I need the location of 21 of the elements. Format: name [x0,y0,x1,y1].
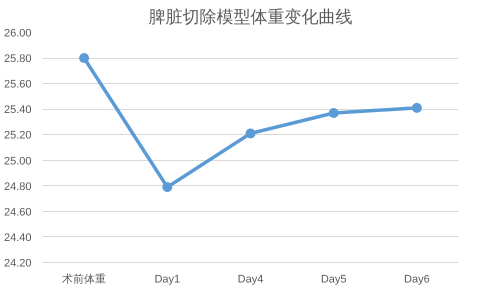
point [246,128,256,138]
point [162,182,172,192]
point [328,108,339,118]
y-tick-label: 24.20 [4,258,32,270]
x-tick-label: Day1 [154,274,180,286]
y-tick-label: 26.00 [4,28,32,40]
y-tick-label: 24.80 [4,180,32,193]
point [412,102,422,113]
x-tick-label: Day6 [404,274,430,286]
y-tick-label: 25.00 [4,155,32,168]
x-tick-label: Day5 [320,274,347,286]
y-tick-label: 25.80 [4,53,32,66]
y-tick-label: 24.40 [4,232,32,244]
y-tick-label: 25.60 [4,78,32,91]
x-tick-label: Day4 [238,274,264,286]
point [79,53,90,64]
y-tick-label: 25.20 [4,130,32,142]
y-tick-label: 25.40 [4,104,32,116]
x-tick-label: 术前体重 [62,272,106,286]
chart-title: 脾脏切除模型体重变化曲线 [148,8,352,28]
y-tick-label: 24.60 [4,206,32,218]
